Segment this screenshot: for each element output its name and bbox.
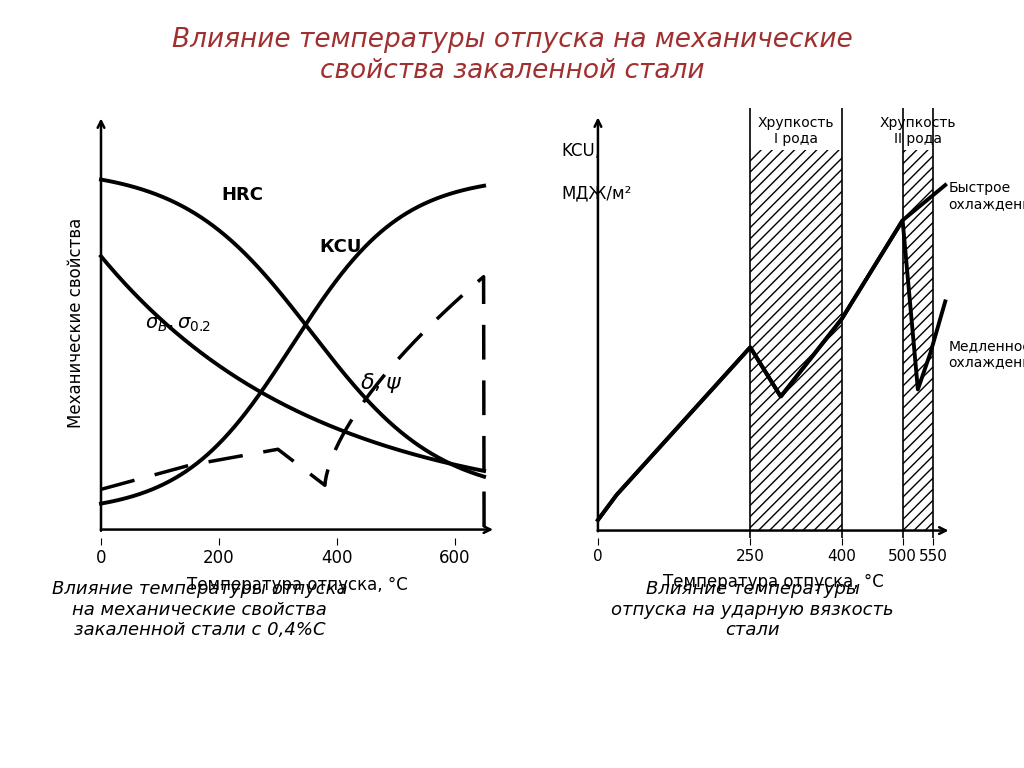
Text: КCU: КCU	[319, 238, 361, 257]
Text: HRC: HRC	[222, 186, 264, 204]
X-axis label: Температура отпуска, °С: Температура отпуска, °С	[186, 576, 408, 594]
Text: Хрупкость
II рода: Хрупкость II рода	[880, 116, 956, 146]
Text: Быстрое
охлаждение: Быстрое охлаждение	[948, 180, 1024, 210]
Text: KCU,: KCU,	[561, 142, 600, 161]
Bar	[751, 150, 842, 531]
Text: $\delta, \psi$: $\delta, \psi$	[360, 371, 402, 395]
Text: Влияние температуры
отпуска на ударную вязкость
стали: Влияние температуры отпуска на ударную в…	[611, 580, 894, 640]
Text: МДЖ/м²: МДЖ/м²	[561, 184, 632, 203]
Text: Влияние температуры отпуска на механические: Влияние температуры отпуска на механичес…	[172, 27, 852, 53]
X-axis label: Температура отпуска, °С: Температура отпуска, °С	[663, 573, 884, 591]
Text: Хрупкость
I рода: Хрупкость I рода	[758, 116, 835, 146]
Y-axis label: Механические свойства: Механические свойства	[68, 217, 85, 428]
Text: свойства закаленной стали: свойства закаленной стали	[319, 58, 705, 84]
Text: Влияние температуры отпуска
на механические свойства
закаленной стали с 0,4%С: Влияние температуры отпуска на механичес…	[52, 580, 347, 640]
Text: $\sigma_B, \sigma_{0.2}$: $\sigma_B, \sigma_{0.2}$	[145, 315, 211, 334]
Bar	[902, 150, 933, 531]
Text: Медленное
охлаждение: Медленное охлаждение	[948, 339, 1024, 369]
